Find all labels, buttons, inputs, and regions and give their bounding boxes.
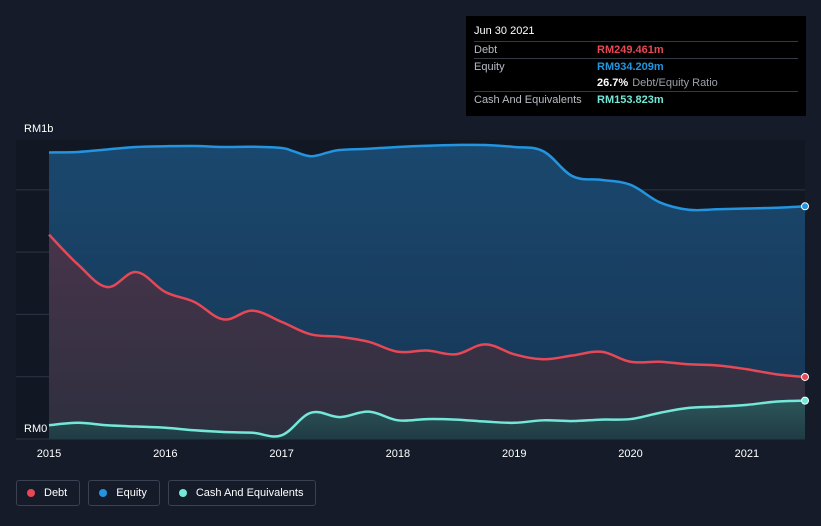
y-axis-bottom-label: RM0 bbox=[24, 423, 47, 435]
legend-dot-debt-icon bbox=[27, 489, 35, 497]
tooltip-ratio-value: 26.7% bbox=[597, 77, 629, 89]
y-axis-top-label: RM1b bbox=[24, 123, 53, 135]
debt-end-marker bbox=[801, 372, 809, 381]
tooltip-row-debt: Debt RM249.461m bbox=[474, 41, 798, 58]
debt-area bbox=[49, 234, 805, 439]
x-tick-label: 2015 bbox=[37, 448, 61, 460]
tooltip-debt-value: RM249.461m bbox=[597, 44, 664, 56]
legend-label-cash: Cash And Equivalents bbox=[195, 487, 304, 499]
tooltip-row-equity: Equity RM934.209m bbox=[474, 58, 798, 75]
cash-line bbox=[48, 399, 806, 438]
x-tick-label: 2017 bbox=[269, 448, 293, 460]
legend-label-debt: Debt bbox=[44, 487, 68, 499]
tooltip-date: Jun 30 2021 bbox=[474, 25, 535, 37]
x-tick-label: 2021 bbox=[735, 448, 759, 460]
tooltip-debt-label: Debt bbox=[474, 44, 498, 56]
tooltip-equity-label: Equity bbox=[474, 61, 505, 73]
tooltip-cash-label: Cash And Equivalents bbox=[474, 94, 582, 106]
x-tick-label: 2019 bbox=[502, 448, 526, 460]
legend-item-cash[interactable]: Cash And Equivalents bbox=[167, 480, 317, 506]
tooltip-equity-value: RM934.209m bbox=[597, 61, 664, 73]
tooltip-ratio-label: Debt/Equity Ratio bbox=[632, 77, 718, 89]
tooltip-row-ratio: 26.7% Debt/Equity Ratio bbox=[474, 75, 798, 91]
legend-label-equity: Equity bbox=[116, 487, 147, 499]
debt-line bbox=[48, 233, 806, 379]
x-tick-label: 2018 bbox=[386, 448, 410, 460]
legend-dot-cash-icon bbox=[178, 489, 187, 497]
tooltip-row-cash: Cash And Equivalents RM153.823m bbox=[474, 91, 798, 108]
equity-line bbox=[48, 143, 806, 212]
equity-end-marker bbox=[801, 202, 809, 211]
legend-item-equity[interactable]: Equity bbox=[88, 480, 160, 506]
tooltip-cash-value: RM153.823m bbox=[597, 94, 664, 106]
legend-dot-equity-icon bbox=[99, 489, 108, 497]
tooltip-ratio-spacer bbox=[474, 75, 597, 91]
legend-item-debt[interactable]: Debt bbox=[16, 480, 81, 506]
cash-end-marker bbox=[801, 396, 809, 405]
x-tick-label: 2020 bbox=[618, 448, 642, 460]
x-tick-label: 2016 bbox=[153, 448, 177, 460]
legend: Debt Equity Cash And Equivalents bbox=[16, 480, 317, 506]
tooltip-panel: Jun 30 2021 Debt RM249.461m Equity RM934… bbox=[466, 16, 806, 116]
